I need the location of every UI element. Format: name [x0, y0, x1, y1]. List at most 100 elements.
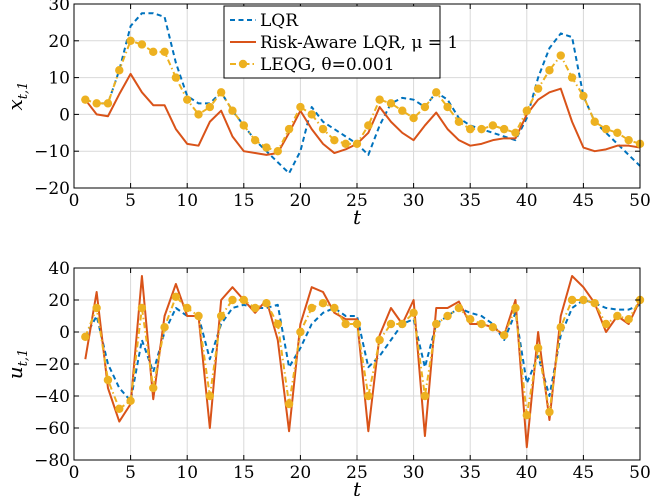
x-tick-label: 5	[125, 463, 136, 483]
data-point	[318, 299, 328, 308]
data-point	[511, 303, 520, 313]
data-point	[590, 299, 599, 308]
data-point	[341, 139, 350, 149]
data-point	[454, 303, 464, 313]
data-point	[409, 113, 418, 123]
data-point	[194, 311, 203, 321]
x-tick-label: 40	[516, 463, 538, 483]
legend-marker	[238, 59, 248, 69]
data-point	[601, 124, 611, 134]
data-point	[160, 323, 169, 332]
data-point	[284, 399, 294, 409]
data-point	[375, 95, 384, 104]
y-tick-label: −20	[34, 179, 70, 199]
data-point	[477, 124, 486, 134]
data-point	[296, 327, 305, 337]
data-point	[386, 319, 396, 329]
x-tick-label: 25	[346, 463, 368, 483]
data-point	[81, 95, 90, 104]
data-point	[250, 135, 260, 145]
y-tick-label: 30	[48, 0, 70, 15]
data-point	[613, 128, 622, 137]
data-point	[420, 102, 430, 112]
data-point	[330, 135, 339, 145]
data-point	[228, 106, 237, 115]
x-tick-label: 40	[516, 191, 538, 211]
data-point	[81, 332, 90, 341]
data-point	[499, 124, 509, 134]
data-point	[341, 319, 350, 329]
x-tick-label: 45	[573, 191, 595, 211]
data-point	[579, 295, 588, 305]
data-point	[307, 110, 316, 119]
data-point	[137, 303, 147, 313]
data-point	[171, 292, 181, 301]
data-point	[183, 303, 192, 313]
data-point	[194, 110, 203, 119]
data-point	[522, 411, 531, 420]
data-point	[205, 102, 215, 112]
data-point	[488, 121, 498, 130]
data-point	[160, 47, 169, 57]
data-point	[499, 331, 509, 340]
y-tick-label: −20	[34, 355, 70, 375]
legend-label: LEQG, θ=0.001	[260, 55, 395, 75]
series-line-1	[85, 12, 641, 175]
data-point	[375, 335, 384, 345]
x-tick-label: 30	[403, 463, 425, 483]
x-tick-label: 5	[125, 191, 136, 211]
x-tick-label: 50	[629, 463, 651, 483]
x-tick-label: 10	[176, 191, 198, 211]
data-point	[149, 47, 158, 57]
x-axis-label: t	[353, 205, 362, 229]
data-point	[386, 99, 396, 108]
legend-box	[223, 5, 441, 79]
data-point	[205, 391, 215, 401]
data-point	[579, 91, 588, 101]
data-point	[239, 295, 248, 305]
data-point	[352, 319, 362, 329]
x-tick-label: 25	[346, 191, 368, 211]
x-tick-label: 15	[233, 463, 255, 483]
data-point	[364, 391, 373, 401]
data-point	[522, 106, 531, 115]
data-point	[533, 84, 543, 93]
control-plot: 0 5 10 15 20 25 30 35 40 45 50 −80 −60 −40 −20 0 20 40 t ut…	[3, 259, 651, 496]
legend-label: Risk-Aware LQR, μ = 1	[260, 33, 458, 53]
data-point	[307, 303, 316, 313]
data-point	[409, 308, 418, 317]
data-point	[545, 407, 554, 417]
data-point	[126, 36, 135, 45]
data-point	[149, 383, 158, 393]
data-point	[398, 106, 407, 115]
data-point	[273, 319, 282, 329]
data-point	[454, 117, 464, 126]
data-point	[443, 311, 452, 321]
x-tick-label: 20	[290, 463, 312, 483]
data-point	[330, 303, 339, 313]
data-point	[262, 299, 271, 308]
series-line-2	[84, 275, 641, 449]
data-point	[624, 315, 633, 324]
series-line-1	[84, 299, 641, 402]
data-point	[466, 124, 475, 134]
data-point	[601, 319, 611, 329]
x-tick-label: 0	[69, 191, 80, 211]
y-tick-label: −80	[34, 451, 70, 471]
data-point	[613, 311, 622, 321]
data-point	[511, 128, 520, 137]
x-tick-label: 50	[629, 191, 651, 211]
y-tick-label: −40	[34, 387, 70, 407]
data-point	[273, 147, 282, 156]
y-axis-label: ut,1	[3, 349, 31, 380]
data-point	[183, 95, 192, 104]
data-point	[398, 319, 407, 329]
data-point	[216, 88, 226, 97]
data-point	[420, 391, 430, 401]
y-tick-label: −60	[34, 419, 70, 439]
data-point	[250, 303, 260, 313]
data-point	[545, 66, 554, 75]
data-point	[115, 66, 124, 75]
data-point	[103, 99, 113, 108]
data-point	[567, 295, 577, 305]
